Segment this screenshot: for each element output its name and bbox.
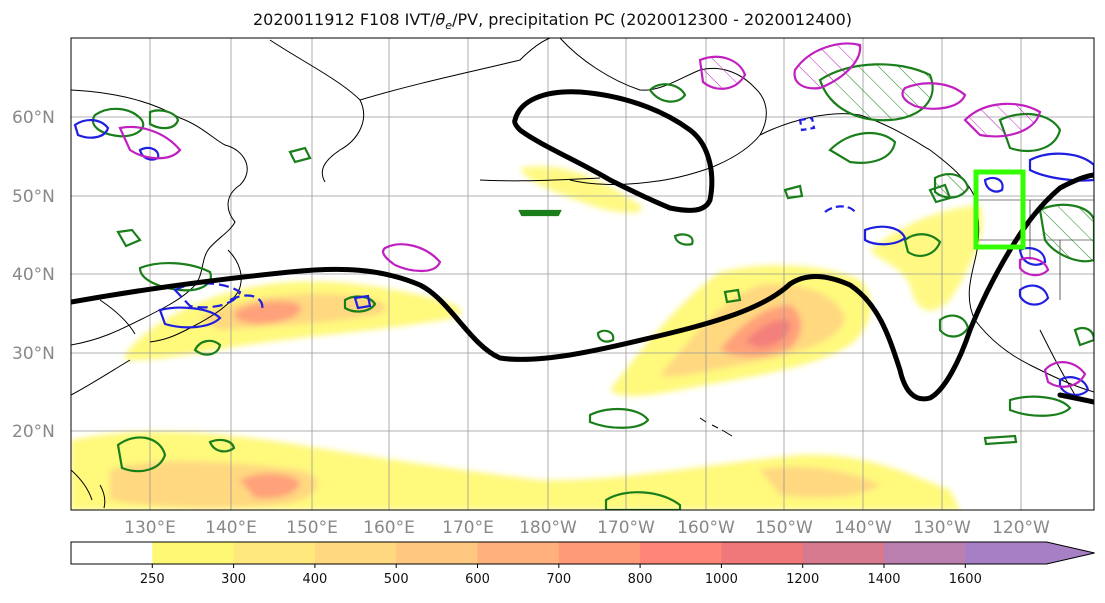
- map-frame: [70, 37, 1095, 511]
- lon-labels: 130°E 140°E 150°E 160°E 170°E 180°W 170°…: [124, 518, 1050, 538]
- lat-label-50n: 50°N: [12, 187, 55, 207]
- lat-label-20n: 20°N: [12, 422, 55, 442]
- colorbar-segment: [640, 542, 722, 564]
- colorbar-extend-arrow: [965, 542, 1095, 564]
- lon-label-160e: 160°E: [363, 518, 415, 538]
- coast-asia: [71, 89, 248, 346]
- colorbar-segment: [152, 542, 235, 564]
- colorbar-segment: [233, 542, 316, 564]
- colorbar-segment: [396, 542, 478, 564]
- lat-label-60n: 60°N: [12, 108, 55, 128]
- map-area: [71, 38, 1094, 510]
- lon-label-120w: 120°W: [992, 518, 1050, 538]
- colorbar-label: 1400: [867, 572, 900, 587]
- lon-label-140w: 140°W: [834, 518, 892, 538]
- lon-label-170w: 170°W: [597, 518, 655, 538]
- colorbar-segment: [721, 542, 804, 564]
- lon-label-170e: 170°E: [442, 518, 494, 538]
- lon-label-140e: 140°E: [205, 518, 257, 538]
- theta-e-negative-contours: [73, 116, 1094, 396]
- coast-baja: [1039, 329, 1076, 396]
- coast-siberia: [359, 38, 551, 101]
- coast-aleutians: [479, 177, 601, 182]
- target-region-box: [973, 169, 1026, 250]
- colorbar-segment: [558, 542, 641, 564]
- colorbar-label: 700: [546, 572, 571, 587]
- colorbar-segment: [71, 542, 153, 564]
- lon-label-150e: 150°E: [286, 518, 338, 538]
- lon-label-160w: 160°W: [677, 518, 735, 538]
- precipitation-contours: [118, 42, 1087, 388]
- colorbar-segment: [884, 542, 966, 564]
- colorbar-label: 1200: [786, 572, 819, 587]
- lon-label-130e: 130°E: [124, 518, 176, 538]
- colorbar-label: 250: [140, 572, 165, 587]
- pv-baja-segment: [1057, 392, 1094, 405]
- lon-label-180w: 180°W: [519, 518, 577, 538]
- coast-kamchatka: [269, 39, 365, 183]
- coast-alaska: [559, 38, 767, 185]
- colorbar-label: 1600: [949, 572, 982, 587]
- ivt-region-north-pacific: [520, 166, 642, 213]
- coast-japan: [149, 249, 242, 343]
- pv-alaska-loop: [512, 89, 715, 213]
- theta-e-contours: [92, 63, 1094, 510]
- colorbar-label: 500: [384, 572, 409, 587]
- colorbar-outline: [70, 541, 1095, 565]
- colorbar-label: 800: [628, 572, 653, 587]
- pv-contours: [71, 89, 1094, 405]
- islands-hawaii: [699, 417, 733, 437]
- colorbar-label: 1000: [705, 572, 738, 587]
- colorbar-label: 400: [302, 572, 327, 587]
- coast-korea-china: [71, 299, 136, 396]
- lon-label-130w: 130°W: [913, 518, 971, 538]
- map-title: 2020011912 F108 IVT/θe/PV, precipitation…: [252, 10, 853, 33]
- pv-main-contour: [71, 172, 1094, 402]
- colorbar: 250 300 400 500 600 700 800 1000 1200 1400 1600: [70, 541, 1095, 587]
- state-borders: [975, 199, 1094, 300]
- colorbar-segment: [314, 542, 397, 564]
- colorbar-label: 600: [465, 572, 490, 587]
- lat-label-30n: 30°N: [12, 344, 55, 364]
- lon-label-150w: 150°W: [755, 518, 813, 538]
- islands-philippines: [71, 469, 106, 509]
- colorbar-segment: [477, 542, 560, 564]
- lat-labels: 60°N 50°N 40°N 30°N 20°N: [12, 108, 55, 442]
- colorbar-segment: [802, 542, 885, 564]
- colorbar-label: 300: [221, 572, 246, 587]
- lat-label-40n: 40°N: [12, 265, 55, 285]
- coastlines: [71, 38, 1094, 509]
